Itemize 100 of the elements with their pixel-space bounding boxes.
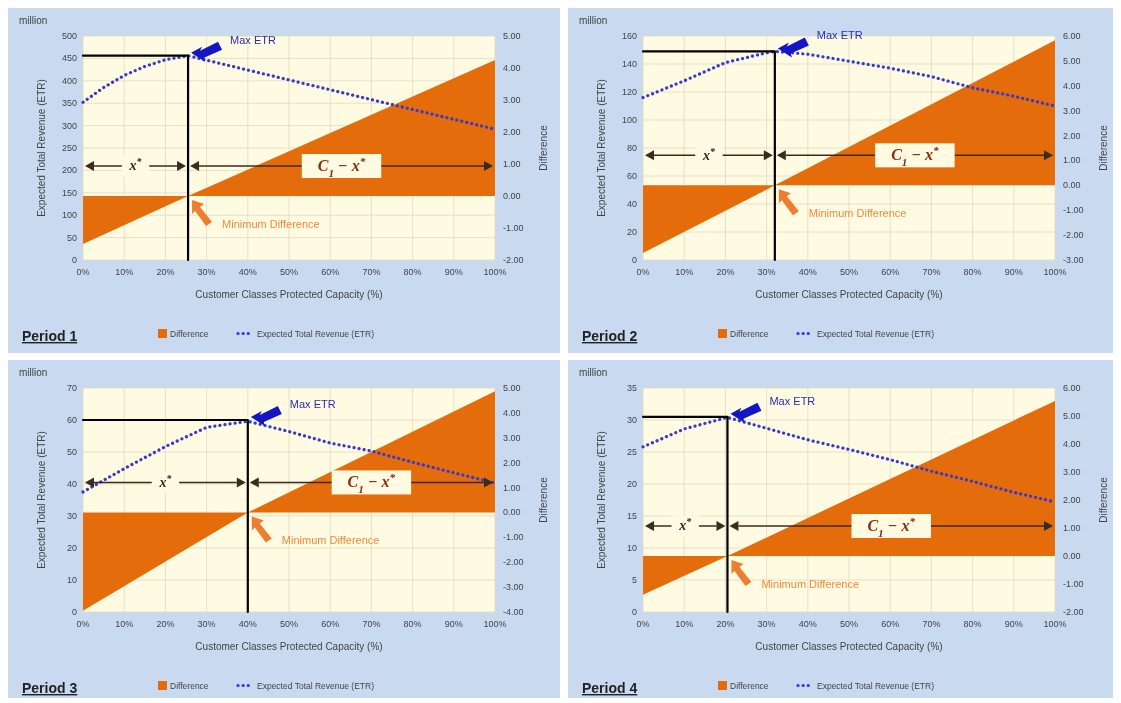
y2-tick-label: -3.00 <box>1063 255 1084 265</box>
y-tick-label: 5 <box>631 575 637 585</box>
x-tick-label: 100% <box>1043 267 1067 277</box>
y-tick-label: 20 <box>66 543 77 553</box>
y-tick-label: 10 <box>626 543 637 553</box>
y2-tick-label: 1.00 <box>503 482 521 493</box>
x-tick-label: 80% <box>403 619 422 629</box>
y2-tick-label: -1.00 <box>1063 579 1084 589</box>
y2-tick-label: 4.00 <box>1063 439 1081 449</box>
y-tick-label: 100 <box>61 210 77 221</box>
text: Period 3 <box>22 680 78 696</box>
annotation: C$_{1}$ − x$^{*}$ <box>867 514 916 539</box>
x-tick-label: 80% <box>403 267 422 277</box>
y2-tick-label: 3.00 <box>1063 105 1081 116</box>
y-tick-label: 450 <box>61 53 77 64</box>
y2-tick-label: -1.00 <box>503 223 524 233</box>
y-tick-label: 40 <box>626 199 637 209</box>
y-tick-label: 60 <box>626 171 637 181</box>
y2-tick-label: 2.00 <box>1063 130 1081 141</box>
x-tick-label: 100% <box>483 267 507 277</box>
x-tick-label: 50% <box>839 619 859 629</box>
y-tick-label: 50 <box>66 232 77 243</box>
x-tick-label: 80% <box>963 267 982 277</box>
x-tick-label: 90% <box>1004 619 1023 629</box>
y2-tick-label: 1.00 <box>1063 155 1081 166</box>
text: million <box>579 367 608 378</box>
x-axis-title: Customer Classes Protected Capacity (%) <box>755 641 943 652</box>
x-tick-label: 20% <box>716 619 735 629</box>
y2-tick-label: -2.00 <box>503 255 524 265</box>
x-tick-label: 50% <box>279 267 299 277</box>
x-tick-label: 0% <box>76 619 90 629</box>
x-tick-label: 60% <box>881 619 900 629</box>
annotation: Minimum Difference <box>761 578 860 590</box>
x-tick-label: 20% <box>716 267 735 277</box>
text: million <box>579 15 608 26</box>
x-tick-label: 20% <box>156 619 175 629</box>
x-tick-label: 0% <box>636 267 650 277</box>
x-tick-label: 50% <box>839 267 859 277</box>
legend-label: Difference <box>730 329 769 339</box>
y2-tick-label: -1.00 <box>1063 205 1084 216</box>
y2-axis-title: Difference <box>1098 124 1109 171</box>
annotation: x$^{*}$ <box>158 472 172 490</box>
y2-tick-label: 6.00 <box>1063 31 1081 41</box>
text: Period 2 <box>582 328 638 344</box>
y2-tick-label: 0.00 <box>1063 180 1081 191</box>
y-tick-label: 0 <box>71 255 77 265</box>
y2-tick-label: 2.00 <box>503 127 521 137</box>
annotation: Max ETR <box>230 33 276 46</box>
y2-tick-label: 0.00 <box>1063 551 1081 561</box>
x-tick-label: 0% <box>76 267 90 277</box>
y2-tick-label: -3.00 <box>503 582 524 593</box>
y-tick-label: 300 <box>61 120 77 131</box>
y-tick-label: 140 <box>621 59 637 69</box>
annotation: x$^{*}$ <box>678 515 692 534</box>
x-tick-label: 70% <box>922 619 941 629</box>
x-tick-label: 40% <box>238 267 257 277</box>
x-tick-label: 30% <box>197 619 216 629</box>
y-tick-label: 35 <box>626 383 637 393</box>
y2-axis-title: Difference <box>1098 476 1109 523</box>
x-axis-title: Customer Classes Protected Capacity (%) <box>195 641 383 652</box>
y2-tick-label: 4.00 <box>503 407 521 418</box>
annotation: C$_{1}$ − x$^{*}$ <box>347 471 396 496</box>
y2-tick-label: 0.00 <box>503 191 521 201</box>
annotation: x$^{*}$ <box>128 155 142 174</box>
x-tick-label: 40% <box>798 267 817 277</box>
annotation: C$_{1}$ − x$^{*}$ <box>891 144 940 169</box>
annotation: C$_{1}$ − x$^{*}$ <box>317 154 366 179</box>
y2-tick-label: 2.00 <box>1063 495 1081 505</box>
legend-label: Difference <box>730 681 769 691</box>
y2-tick-label: -4.00 <box>503 607 524 617</box>
y-tick-label: 20 <box>626 227 637 237</box>
legend-label: Expected Total Revenue (ETR) <box>257 329 375 339</box>
x-tick-label: 60% <box>321 267 340 277</box>
x-tick-label: 30% <box>197 267 216 277</box>
x-tick-label: 40% <box>798 619 817 629</box>
legend-label: Expected Total Revenue (ETR) <box>817 681 935 691</box>
x-tick-label: 50% <box>279 619 299 629</box>
text: Period 4 <box>582 680 638 696</box>
x-tick-label: 60% <box>881 267 900 277</box>
y2-tick-label: 1.00 <box>1063 523 1081 533</box>
line-series <box>641 49 1057 108</box>
annotation: Max ETR <box>289 398 336 410</box>
y-tick-label: 0 <box>71 607 77 617</box>
y2-tick-label: 4.00 <box>503 63 521 73</box>
x-tick-label: 30% <box>757 619 776 629</box>
y2-tick-label: 5.00 <box>1063 55 1081 66</box>
x-tick-label: 10% <box>675 267 694 277</box>
x-axis-title: Customer Classes Protected Capacity (%) <box>755 289 943 300</box>
annotation: Minimum Difference <box>222 218 320 230</box>
annotation: Max ETR <box>769 394 816 407</box>
x-tick-label: 80% <box>963 619 982 629</box>
y2-tick-label: 2.00 <box>503 457 521 468</box>
x-tick-label: 20% <box>156 267 175 277</box>
y-tick-label: 0 <box>631 255 637 265</box>
x-tick-label: 70% <box>362 619 381 629</box>
y-tick-label: 20 <box>626 479 637 489</box>
x-tick-label: 90% <box>444 267 463 277</box>
y2-tick-label: 5.00 <box>1063 411 1081 421</box>
y-tick-label: 200 <box>61 165 77 176</box>
annotation: Minimum Difference <box>281 534 380 547</box>
